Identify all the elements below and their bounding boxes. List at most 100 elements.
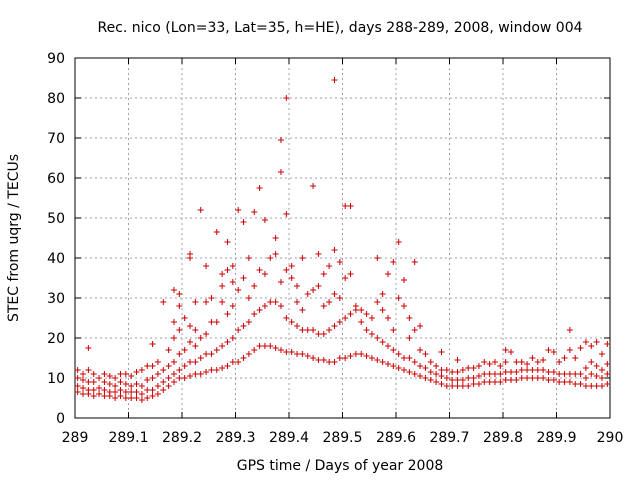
data-point — [229, 359, 236, 365]
data-point — [256, 307, 263, 313]
data-point — [588, 343, 595, 349]
data-point — [251, 283, 258, 289]
x-tick-label: 289.1 — [108, 430, 148, 446]
data-point — [117, 387, 124, 393]
y-tick-label: 10 — [47, 371, 65, 387]
data-point — [331, 359, 338, 365]
data-point — [235, 287, 242, 293]
data-point — [529, 367, 536, 373]
data-point — [417, 373, 424, 379]
data-point — [582, 365, 589, 371]
data-point — [401, 355, 408, 361]
data-point — [187, 323, 194, 329]
data-point — [417, 323, 424, 329]
data-point — [277, 137, 284, 143]
data-point — [96, 385, 103, 391]
data-point — [524, 361, 531, 367]
data-point — [208, 295, 215, 301]
data-point — [122, 389, 129, 395]
data-point — [144, 363, 151, 369]
data-point — [128, 395, 135, 401]
data-point — [449, 369, 456, 375]
data-point — [582, 375, 589, 381]
data-point — [304, 291, 311, 297]
data-point — [149, 341, 156, 347]
data-point — [245, 351, 252, 357]
data-point — [545, 377, 552, 383]
data-point — [149, 393, 156, 399]
data-point — [74, 367, 81, 373]
data-point — [454, 383, 461, 389]
data-point — [203, 299, 210, 305]
data-point — [213, 367, 220, 373]
data-point — [572, 355, 579, 361]
data-point — [598, 375, 605, 381]
data-point — [299, 351, 306, 357]
data-point — [481, 359, 488, 365]
data-point — [283, 315, 290, 321]
data-point — [101, 387, 108, 393]
data-point — [288, 275, 295, 281]
data-point — [235, 327, 242, 333]
data-point — [427, 359, 434, 365]
data-point — [197, 335, 204, 341]
data-point — [80, 377, 87, 383]
data-point — [90, 393, 97, 399]
data-point — [342, 275, 349, 281]
y-tick-label: 60 — [47, 171, 65, 187]
data-point — [486, 361, 493, 367]
data-point — [459, 377, 466, 383]
data-point — [112, 395, 119, 401]
data-point — [561, 371, 568, 377]
data-point — [577, 381, 584, 387]
y-tick-label: 50 — [47, 211, 65, 227]
data-point — [545, 369, 552, 375]
data-point — [582, 339, 589, 345]
x-axis-label: GPS time / Days of year 2008 — [237, 458, 444, 474]
data-point — [310, 327, 317, 333]
data-point — [170, 371, 177, 377]
data-point — [133, 395, 140, 401]
data-point — [417, 363, 424, 369]
data-point — [299, 327, 306, 333]
data-point — [144, 387, 151, 393]
data-point — [144, 395, 151, 401]
axis-ticks: 289 289.1 289.2 289.3 289.4 289.5 289.6 289.7 28… — [47, 51, 623, 446]
data-point — [133, 381, 140, 387]
data-point — [74, 389, 81, 395]
data-point — [154, 383, 161, 389]
x-tick-label: 289.3 — [215, 430, 255, 446]
data-point — [566, 347, 573, 353]
data-point — [508, 377, 515, 383]
data-point — [326, 359, 333, 365]
data-point — [326, 263, 333, 269]
data-point — [74, 375, 81, 381]
data-point — [245, 255, 252, 261]
data-point — [251, 209, 258, 215]
data-point — [288, 319, 295, 325]
data-point — [358, 319, 365, 325]
data-point — [85, 367, 92, 373]
data-point — [438, 367, 445, 373]
data-point — [256, 267, 263, 273]
data-point — [229, 303, 236, 309]
data-point — [401, 367, 408, 373]
data-point — [176, 303, 183, 309]
chart-title: Rec. nico (Lon=33, Lat=35, h=HE), days 2… — [97, 20, 582, 36]
data-point — [395, 351, 402, 357]
data-point — [438, 373, 445, 379]
data-point — [90, 387, 97, 393]
data-point — [235, 359, 242, 365]
data-point — [192, 371, 199, 377]
data-point — [288, 263, 295, 269]
data-point — [267, 299, 274, 305]
data-point — [572, 381, 579, 387]
data-point — [310, 183, 317, 189]
x-tick-label: 289 — [62, 430, 89, 446]
data-point — [197, 355, 204, 361]
data-point — [299, 307, 306, 313]
data-point — [90, 371, 97, 377]
data-point — [326, 299, 333, 305]
data-point — [443, 375, 450, 381]
